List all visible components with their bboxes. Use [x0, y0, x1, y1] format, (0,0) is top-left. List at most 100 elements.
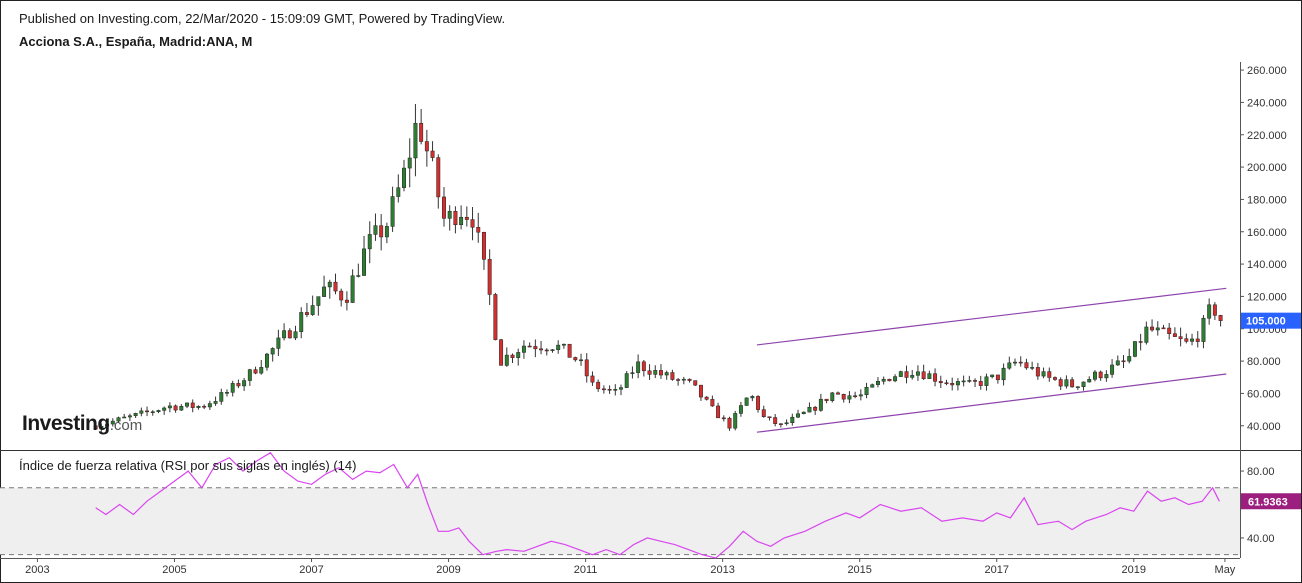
candle-body — [1201, 317, 1206, 342]
rsi-tick-label: 80.00 — [1247, 466, 1275, 478]
candle-body — [1053, 377, 1057, 380]
candle-body — [761, 409, 766, 417]
time-tick-label: 2007 — [299, 564, 323, 576]
candle-body — [105, 423, 110, 427]
candle-body — [933, 373, 938, 382]
candle-body — [744, 397, 749, 406]
lower-trendline — [756, 373, 1227, 433]
candle-body — [544, 349, 549, 352]
candle-body — [145, 410, 150, 413]
candle-body — [818, 398, 823, 411]
candle-body — [116, 417, 121, 422]
candle-body — [881, 378, 886, 382]
candle-body — [619, 387, 623, 390]
price-tick-label: 40.000 — [1247, 421, 1281, 433]
candle-body — [836, 392, 840, 395]
candle-body — [584, 359, 589, 377]
candle-body — [413, 122, 418, 159]
candle-body — [527, 345, 532, 348]
time-tick-label: 2011 — [574, 564, 598, 576]
candle-body — [476, 227, 481, 233]
price-tick-label: 240.000 — [1247, 97, 1287, 109]
candle-body — [1127, 356, 1132, 362]
candle-body — [493, 294, 498, 340]
candle-body — [1087, 379, 1092, 383]
candle-body — [407, 157, 412, 169]
candle-body — [778, 423, 783, 425]
candle-body — [550, 349, 555, 351]
candle-body — [910, 375, 915, 378]
time-tick-label: 2003 — [25, 564, 49, 576]
time-tick-label: 2017 — [984, 564, 1008, 576]
candle-body — [601, 388, 606, 391]
candle-body — [356, 275, 361, 277]
logo-suffix: .com — [109, 417, 143, 434]
candle-body — [430, 150, 435, 158]
candle-body — [561, 343, 566, 346]
candle-body — [710, 399, 715, 407]
candle-body — [978, 381, 983, 386]
candle-body — [93, 425, 98, 430]
candle-body — [847, 395, 852, 400]
candle-body — [653, 370, 658, 375]
candle-body — [481, 231, 486, 260]
price-tick-label: 140.000 — [1247, 259, 1287, 271]
candle-body — [1058, 379, 1063, 387]
candle-body — [681, 378, 686, 381]
candle-body — [139, 410, 144, 414]
candle-body — [316, 296, 321, 306]
candle-body — [1030, 367, 1035, 369]
candle-body — [327, 281, 332, 288]
candle-body — [921, 371, 926, 379]
candle-body — [824, 398, 829, 401]
candle-body — [641, 361, 646, 372]
candle-body — [127, 415, 132, 418]
candle-body — [955, 381, 960, 386]
candle-body — [727, 417, 732, 429]
candle-body — [304, 312, 309, 315]
candle-body — [670, 372, 675, 380]
candle-body — [1047, 371, 1052, 378]
candle-body — [573, 357, 578, 361]
rsi-last-badge — [1241, 493, 1301, 510]
candle-body — [938, 381, 943, 384]
candle-body — [253, 369, 258, 374]
candle-body — [659, 370, 663, 376]
candle-body — [442, 196, 446, 219]
candle-body — [156, 410, 161, 412]
time-tick-label: 2015 — [847, 564, 871, 576]
candle-body — [1007, 362, 1012, 369]
candle-body — [870, 384, 875, 388]
candle-body — [350, 275, 355, 303]
rsi-last-label: 61.9363 — [1248, 496, 1288, 508]
candle-body — [944, 382, 949, 385]
candle-body — [419, 122, 424, 142]
candle-body — [1161, 327, 1166, 330]
candle-body — [310, 305, 315, 315]
candle-body — [533, 346, 538, 350]
candle-body — [1172, 333, 1177, 337]
price-tick-label: 180.000 — [1247, 194, 1287, 206]
candle-body — [487, 259, 492, 295]
rsi-line — [95, 451, 1220, 559]
candle-body — [767, 416, 772, 418]
candle-body — [516, 352, 521, 358]
price-tick-label: 160.000 — [1247, 227, 1287, 239]
candle-body — [927, 373, 932, 379]
candle-body — [384, 226, 389, 238]
time-tick-label: 2005 — [162, 564, 186, 576]
candle-body — [613, 389, 618, 391]
last-price-badge — [1241, 312, 1301, 329]
candle-body — [1035, 367, 1040, 377]
candle-body — [1013, 361, 1017, 364]
candle-body — [773, 417, 778, 424]
candle-body — [676, 379, 681, 381]
candle-body — [499, 339, 504, 366]
candle-body — [167, 405, 172, 409]
candle-body — [333, 281, 338, 292]
candle-body — [185, 402, 189, 407]
candle-body — [390, 196, 395, 227]
price-tick-label: 260.000 — [1247, 65, 1287, 77]
candle-body — [687, 378, 692, 381]
